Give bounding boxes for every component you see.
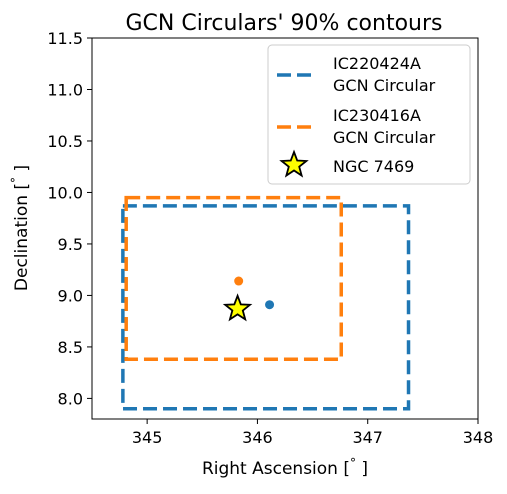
legend-label-ic220424a-line2: GCN Circular (333, 76, 436, 95)
y-tick-label: 10.5 (47, 132, 83, 151)
series-layer (121, 195, 411, 411)
y-axis-label-unit: ° (9, 177, 23, 183)
legend-label-ic230416a-line1: IC230416A (333, 106, 421, 125)
plot-area: GCN Circulars' 90% contours 345 346 347 348… (9, 11, 493, 479)
legend-label-ic230416a-line2: GCN Circular (333, 128, 436, 147)
x-axis-label: Right Ascension [° ] (202, 456, 368, 479)
x-axis-ticks: 345 346 347 348 (132, 419, 493, 447)
legend-label-ic220424a-line1: IC220424A (333, 54, 421, 73)
y-tick-label: 10.0 (47, 183, 83, 202)
y-axis-label-text: Declination [ (12, 183, 32, 291)
contour-rect-ic220424a (121, 204, 411, 411)
y-tick-label: 9.0 (58, 286, 83, 305)
x-axis-label-close: ] (356, 459, 368, 479)
best-fit-point-ic220424a (265, 300, 275, 310)
legend-box (267, 44, 471, 185)
x-tick-label: 348 (463, 428, 494, 447)
y-axis-label: Declination [° ] (9, 165, 32, 291)
x-tick-label: 345 (132, 428, 163, 447)
y-axis-label-close: ] (12, 165, 32, 177)
x-tick-label: 347 (352, 428, 383, 447)
x-axis-label-unit: ° (350, 456, 356, 470)
x-axis-label-text: Right Ascension [ (202, 459, 350, 479)
x-tick-label: 346 (242, 428, 273, 447)
y-tick-label: 11.0 (47, 80, 83, 99)
legend-label-ngc7469: NGC 7469 (333, 157, 414, 176)
legend: IC220424A GCN Circular IC230416A GCN Cir… (267, 44, 471, 185)
y-tick-label: 8.5 (58, 338, 83, 357)
y-tick-label: 9.5 (58, 235, 83, 254)
y-tick-label: 8.0 (58, 389, 83, 408)
best-fit-point-ic230416a (234, 276, 244, 286)
y-tick-label: 11.5 (47, 29, 83, 48)
axes-frame (91, 37, 479, 420)
y-axis-ticks: 8.0 8.5 9.0 9.5 10.0 10.5 11.0 11.5 (47, 29, 92, 408)
contour-rect-ic230416a (124, 195, 343, 362)
chart-title: GCN Circulars' 90% contours (125, 11, 442, 36)
source-star-ngc7469-icon (222, 293, 253, 322)
legend-swatch-ngc7469-star-icon (279, 149, 309, 178)
